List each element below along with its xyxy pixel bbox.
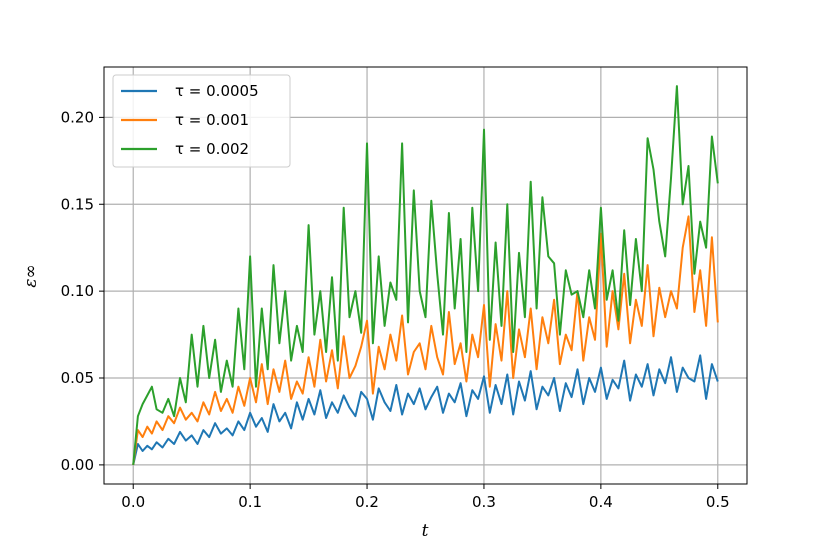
series-line-1 — [132, 354, 719, 466]
legend-label-1: τ = 0.0005 — [175, 82, 259, 100]
x-tick-label: 0.1 — [238, 493, 262, 511]
legend-label-2: τ = 0.001 — [175, 111, 249, 129]
x-tick-label: 0.5 — [706, 493, 730, 511]
legend-label-3: τ = 0.002 — [175, 140, 249, 158]
x-axis-ticks: 0.0 0.1 0.2 0.3 0.4 0.5 — [121, 484, 730, 511]
legend-box — [112, 74, 291, 168]
y-tick-label: 0.00 — [61, 456, 94, 474]
y-axis-label: ε∞ — [21, 264, 41, 287]
y-tick-label: 0.10 — [61, 282, 94, 300]
legend: τ = 0.0005 τ = 0.001 τ = 0.002 — [112, 74, 291, 168]
y-tick-label: 0.15 — [61, 195, 94, 213]
series-lines — [132, 85, 719, 466]
plot-frame — [103, 66, 748, 485]
y-tick-label: 0.05 — [61, 369, 94, 387]
y-tick-label: 0.20 — [61, 108, 94, 126]
x-tick-label: 0.0 — [121, 493, 145, 511]
x-tick-label: 0.3 — [472, 493, 496, 511]
x-tick-label: 0.2 — [355, 493, 379, 511]
series-line-3 — [132, 85, 719, 465]
y-axis-ticks: 0.00 0.05 0.10 0.15 0.20 — [61, 108, 104, 474]
x-tick-label: 0.4 — [589, 493, 613, 511]
x-axis-label: t — [422, 521, 429, 541]
